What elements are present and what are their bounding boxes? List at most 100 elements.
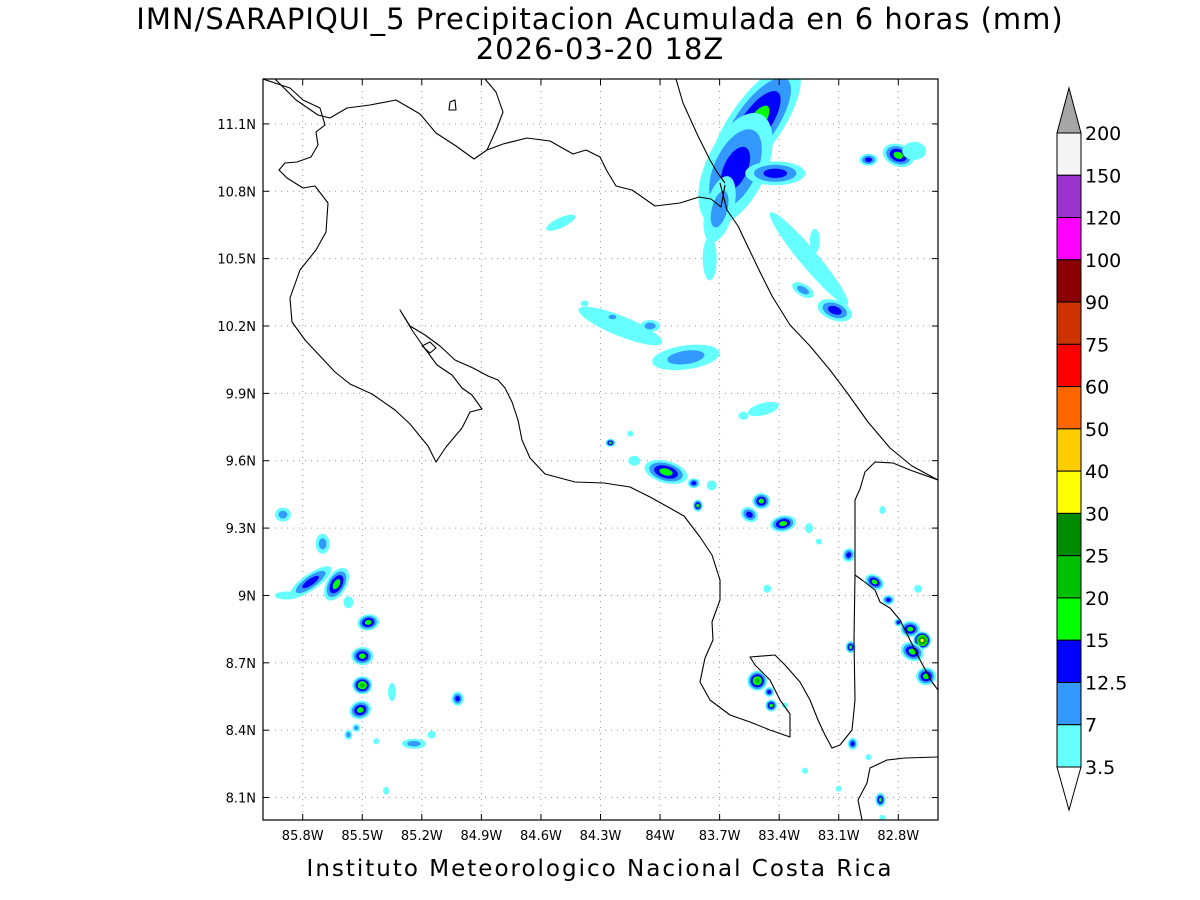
rain-cell — [882, 594, 895, 605]
x-tick-label: 84W — [645, 829, 675, 844]
rain-contour — [758, 498, 765, 504]
precipitation-field — [274, 79, 937, 820]
rain-contour — [427, 730, 436, 739]
rain-contour — [691, 481, 697, 486]
y-tick-label: 8.7N — [226, 657, 256, 672]
rain-cell — [451, 691, 464, 706]
rain-contour — [373, 738, 380, 745]
cr-caribbean-coast — [719, 182, 938, 481]
rain-contour — [796, 285, 810, 295]
colorbar-swatch — [1056, 555, 1082, 599]
rain-contour — [849, 645, 853, 649]
colorbar-legend: 200 150 120 100 90 75 60 50 40 30 25 20 15 12.5 7 3.5 — [1056, 86, 1127, 812]
rain-cell — [817, 299, 853, 322]
colorbar-label: 3.5 — [1085, 757, 1115, 779]
rain-cell — [692, 499, 703, 512]
rain-contour — [346, 731, 351, 738]
y-tick-label: 10.5N — [217, 253, 256, 268]
rain-contour — [302, 575, 319, 589]
rain-contour — [455, 695, 460, 702]
colorbar-swatch — [1056, 428, 1082, 472]
colorbar-label: 15 — [1085, 630, 1109, 652]
rain-contour — [763, 584, 772, 593]
rain-cell — [809, 228, 820, 253]
y-tick-label: 9N — [238, 589, 256, 604]
island-lake — [448, 99, 457, 111]
rain-contour — [356, 707, 364, 713]
rain-contour — [628, 455, 641, 466]
rain-cell — [605, 313, 620, 321]
rain-contour — [769, 703, 774, 708]
colorbar-swatch — [1056, 343, 1082, 388]
colorbar-label: 150 — [1085, 165, 1121, 187]
colorbar-swatch — [1056, 470, 1082, 514]
rain-contour — [879, 814, 886, 820]
footer-credit: Instituto Meteorologico Nacional Costa R… — [306, 856, 894, 882]
chart-title: IMN/SARAPIQUI_5 Precipitacion Acumulada … — [136, 2, 1064, 36]
rain-contour — [667, 350, 705, 365]
rain-cell — [792, 282, 814, 299]
map-background — [263, 79, 938, 820]
rain-cell — [344, 729, 353, 740]
rain-cell — [357, 614, 380, 631]
rain-cell — [628, 455, 641, 466]
rain-contour — [902, 141, 927, 160]
nicaragua-caribbean-coast — [675, 79, 726, 184]
rain-contour — [696, 503, 700, 508]
rain-cell — [875, 792, 886, 807]
x-tick-label: 85.8W — [282, 829, 324, 844]
rain-contour — [388, 683, 396, 701]
rain-contour — [659, 468, 673, 476]
y-tick-label: 8.1N — [226, 792, 256, 807]
rain-contour — [644, 322, 656, 330]
rain-cell — [349, 700, 372, 720]
rain-contour — [702, 236, 717, 281]
rain-contour — [769, 212, 849, 305]
rain-contour — [805, 523, 813, 534]
colorbar-label: 100 — [1085, 250, 1121, 272]
rain-contour — [878, 797, 882, 802]
x-tick-label: 84.3W — [580, 829, 622, 844]
rain-contour — [886, 597, 891, 602]
rain-cell — [747, 670, 768, 691]
rain-cell — [274, 507, 291, 522]
rain-contour — [779, 521, 788, 527]
rain-cell — [765, 699, 778, 712]
x-tick-label: 82.8W — [877, 829, 919, 844]
colorbar-label: 25 — [1085, 546, 1109, 568]
rain-cell — [605, 438, 616, 447]
y-tick-label: 9.6N — [226, 455, 256, 470]
x-axis-ticks: 85.8W 85.5W 85.2W 84.9W 84.6W 84.3W 84W 83.7W 83… — [282, 79, 919, 844]
rain-contour — [914, 584, 923, 593]
chart-subtitle: 2026-03-20 18Z — [475, 32, 725, 66]
rain-contour — [364, 619, 372, 625]
colorbar-label: 90 — [1085, 292, 1109, 314]
rain-cell — [315, 533, 330, 554]
rain-contour — [738, 411, 749, 420]
y-tick-label: 10.8N — [217, 185, 256, 200]
rain-contour — [879, 506, 886, 515]
rain-contour — [893, 151, 904, 159]
rain-contour — [332, 579, 341, 590]
x-tick-label: 84.6W — [520, 829, 562, 844]
colorbar-swatch — [1056, 174, 1082, 219]
rain-cell — [842, 548, 855, 562]
colorbar-label: 60 — [1085, 377, 1109, 399]
rain-cell — [865, 754, 872, 761]
rain-cell — [769, 212, 849, 305]
rain-contour — [580, 300, 589, 307]
rain-cell — [373, 738, 380, 745]
rain-contour — [318, 538, 327, 550]
colorbar-swatch — [1056, 597, 1082, 641]
lake-shore — [484, 79, 504, 151]
rain-contour — [706, 480, 717, 491]
colorbar-label: 75 — [1085, 334, 1109, 356]
colorbar-label: 200 — [1085, 123, 1121, 145]
rain-cell — [879, 814, 886, 820]
rain-cell — [401, 738, 426, 749]
rain-cell — [702, 236, 717, 281]
y-tick-label: 11.1N — [217, 118, 256, 133]
rain-cell — [902, 141, 927, 160]
rain-cell — [343, 596, 354, 609]
